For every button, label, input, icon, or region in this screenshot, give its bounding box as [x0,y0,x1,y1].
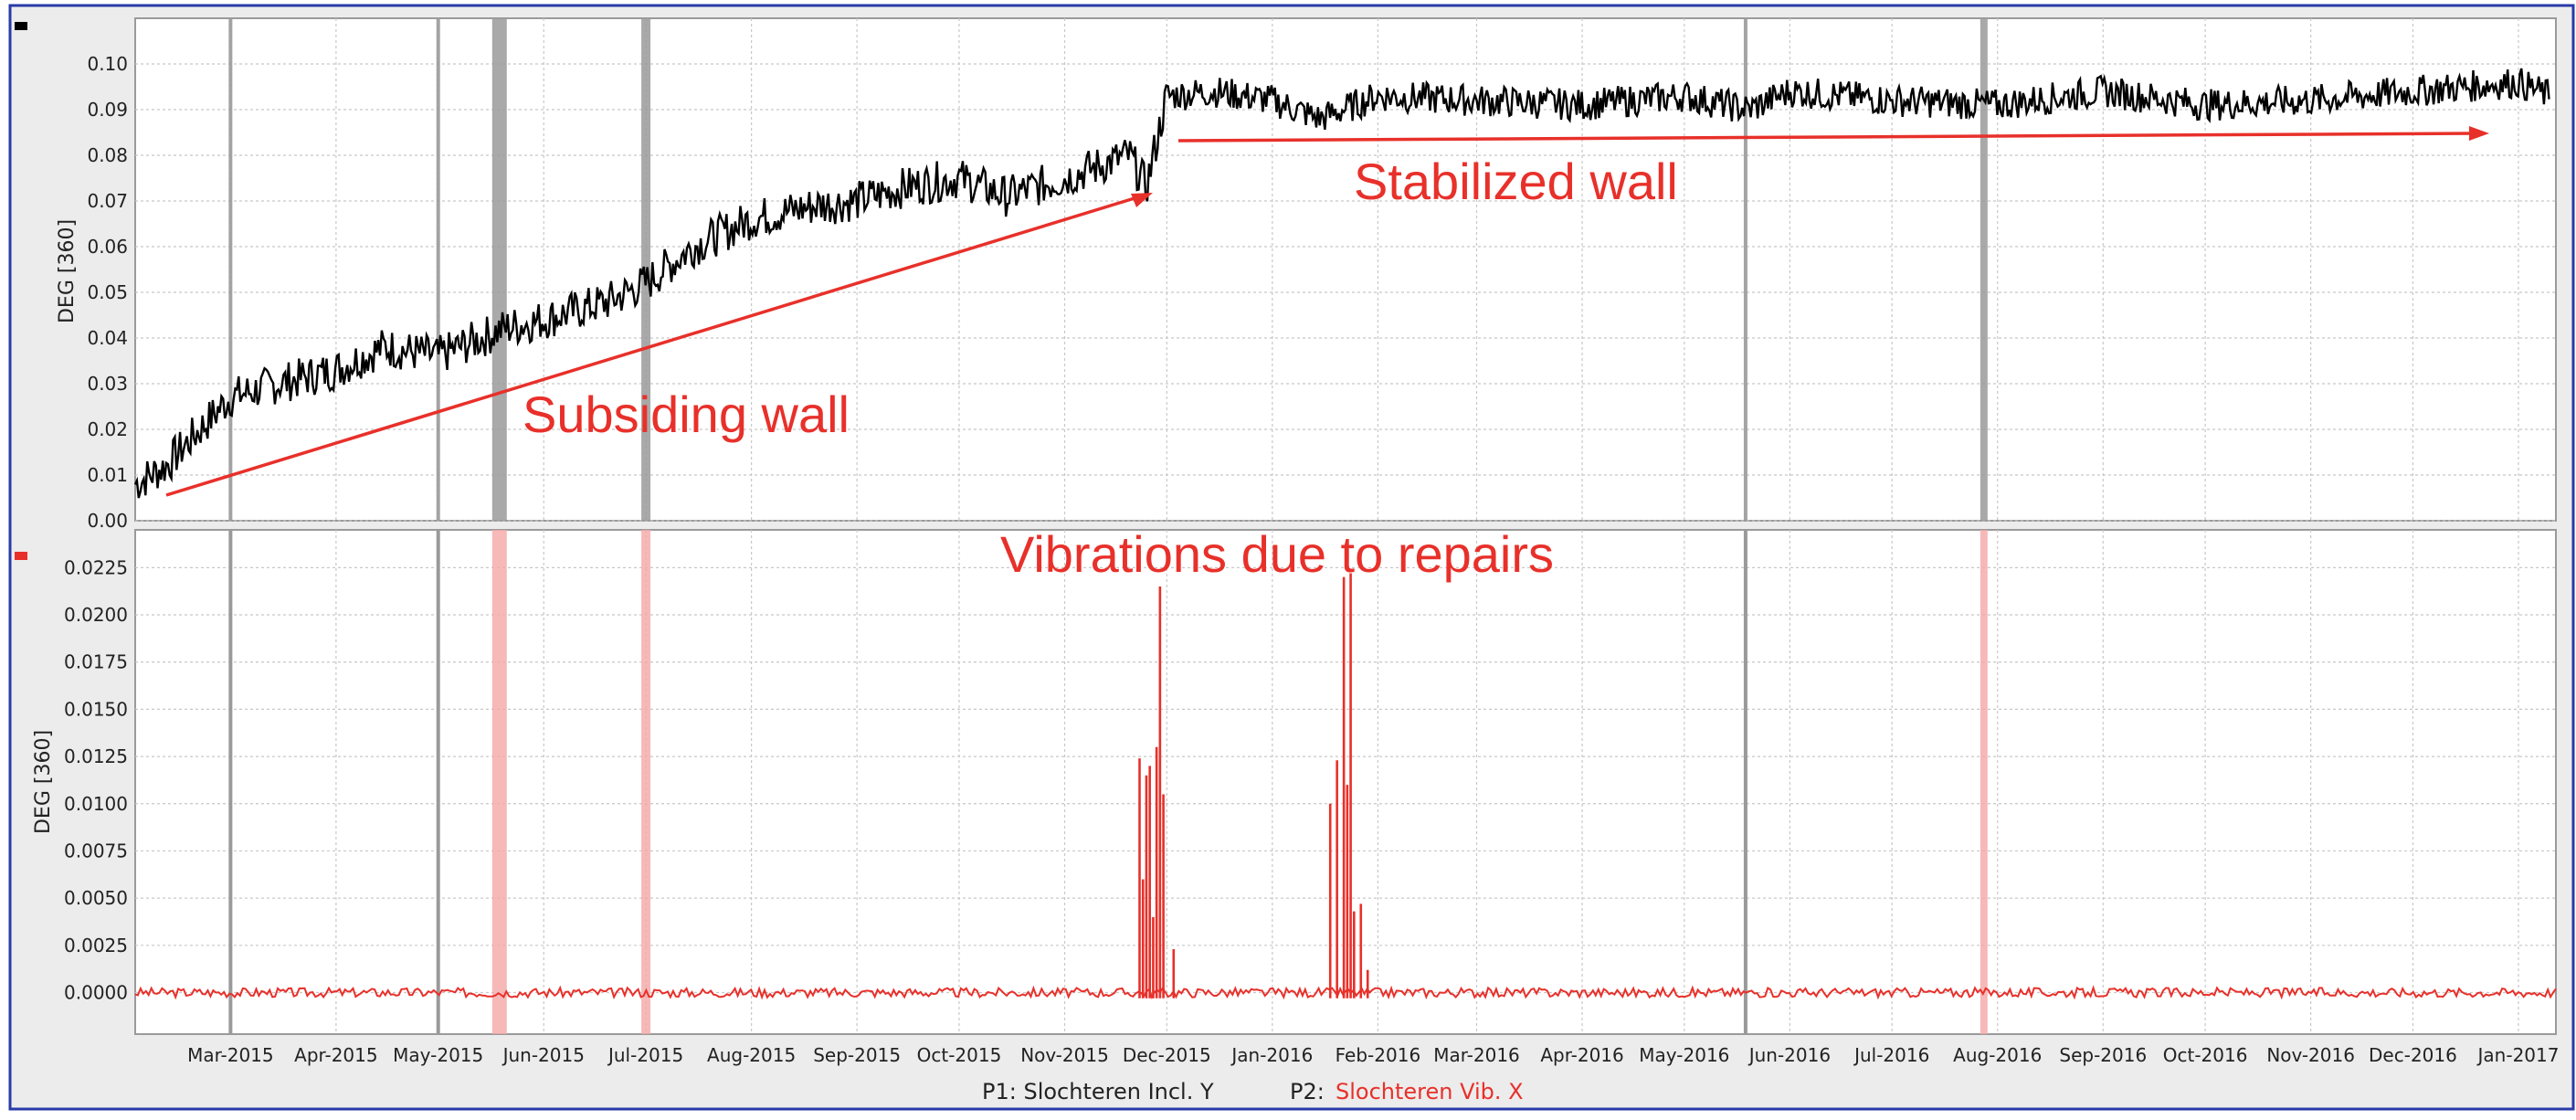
bottom-y-tick-label: 0.0125 [64,745,128,767]
vibrations-annotation: Vibrations due to repairs [1000,525,1554,583]
x-tick-label: May-2016 [1639,1044,1729,1066]
top-series-line [133,68,2550,499]
subsiding-annotation: Subsiding wall [523,386,850,443]
bottom-grid [135,530,2556,1034]
top-marker-band [436,18,440,521]
top-marker-band [491,18,507,521]
x-tick-label: Dec-2016 [2369,1044,2457,1066]
x-tick-label: Aug-2016 [1953,1044,2042,1066]
top-marker-band [1743,18,1747,521]
bottom-marker-line [436,530,440,1034]
legend-p2-name: Slochteren Vib. X [1336,1079,1524,1104]
panel2-marker-icon [15,552,27,560]
x-tick-label: Apr-2016 [1540,1044,1623,1066]
x-tick-label: Jan-2017 [2476,1044,2560,1066]
top-y-tick-label: 0.08 [87,144,128,166]
x-tick-label: Aug-2015 [707,1044,796,1066]
top-y-tick-label: 0.07 [87,190,128,212]
x-tick-label: Nov-2016 [2266,1044,2355,1066]
x-tick-label: Jan-2016 [1230,1044,1313,1066]
subsiding-arrow [165,193,1147,497]
top-y-tick-label: 0.06 [87,236,128,258]
x-tick-label: Oct-2016 [2163,1044,2248,1066]
bottom-marker-band [641,530,651,1034]
legend-p1: P1: Slochteren Incl. Y [982,1079,1214,1104]
x-tick-label: Apr-2015 [294,1044,377,1066]
x-tick-label: Nov-2015 [1020,1044,1109,1066]
top-y-tick-label: 0.02 [87,418,128,440]
top-y-tick-label: 0.01 [87,464,128,486]
bottom-y-tick-label: 0.0175 [64,651,128,673]
bottom-series-line [134,985,2557,1000]
x-tick-label: Sep-2015 [813,1044,901,1066]
top-y-tick-label: 0.03 [87,373,128,395]
bottom-y-tick-label: 0.0000 [64,982,128,1004]
x-tick-label: Feb-2016 [1336,1044,1421,1066]
bottom-plot-area [134,529,2557,1035]
x-axis-ticks: Mar-2015 Apr-2015 May-2015 Jun-2015 Jul-2015… [187,1044,2559,1066]
top-y-tick-label: 0.09 [87,99,128,121]
top-y-tick-label: 0.05 [87,281,128,303]
stabilized-arrow-head-icon [2469,126,2489,141]
bottom-y-tick-label: 0.0100 [64,793,128,815]
top-marker-band [641,18,651,521]
bottom-y-label: DEG [360] [32,730,55,834]
bottom-marker-line [228,530,233,1034]
bottom-y-ticks: 0.0225 0.0200 0.0175 0.0150 0.0125 0.0100 0.00… [64,556,128,1003]
bottom-markers [228,530,1988,1034]
legend-p2-prefix: P2: [1290,1079,1325,1104]
x-tick-label: Jul-2016 [1853,1044,1929,1066]
x-tick-label: Mar-2015 [187,1044,274,1066]
top-y-label: DEG [360] [56,219,79,323]
bottom-y-tick-label: 0.0050 [64,887,128,909]
x-tick-label: Jun-2016 [1747,1044,1831,1066]
top-y-tick-label: 0.00 [87,510,128,532]
bottom-y-tick-label: 0.0075 [64,840,128,861]
top-marker-band [228,18,233,521]
panel1-marker-icon [15,22,27,30]
bottom-y-tick-label: 0.0225 [64,556,128,578]
top-y-tick-label: 0.10 [87,53,128,75]
x-tick-label: Oct-2015 [917,1044,1002,1066]
bottom-marker-band [1980,530,1988,1034]
stabilized-annotation: Stabilized wall [1354,153,1678,210]
x-tick-label: May-2015 [393,1044,483,1066]
bottom-marker-line [1743,530,1747,1034]
subsiding-arrow-head-icon [1131,193,1153,207]
x-tick-label: Jul-2015 [607,1044,683,1066]
bottom-spikes [1138,573,1369,998]
top-y-ticks: 0.10 0.09 0.08 0.07 0.06 0.05 0.04 0.03 0.02 0.01… [87,53,128,532]
x-tick-label: Sep-2016 [2059,1044,2147,1066]
top-y-tick-label: 0.04 [87,327,128,349]
x-tick-label: Dec-2015 [1123,1044,1211,1066]
bottom-marker-band [491,530,507,1034]
top-marker-band [1980,18,1988,521]
bottom-y-tick-label: 0.0025 [64,935,128,956]
stabilized-arrow [1177,132,2476,143]
bottom-y-tick-label: 0.0150 [64,698,128,720]
bottom-y-tick-label: 0.0200 [64,604,128,626]
x-tick-label: Jun-2015 [501,1044,585,1066]
x-tick-label: Mar-2016 [1433,1044,1520,1066]
